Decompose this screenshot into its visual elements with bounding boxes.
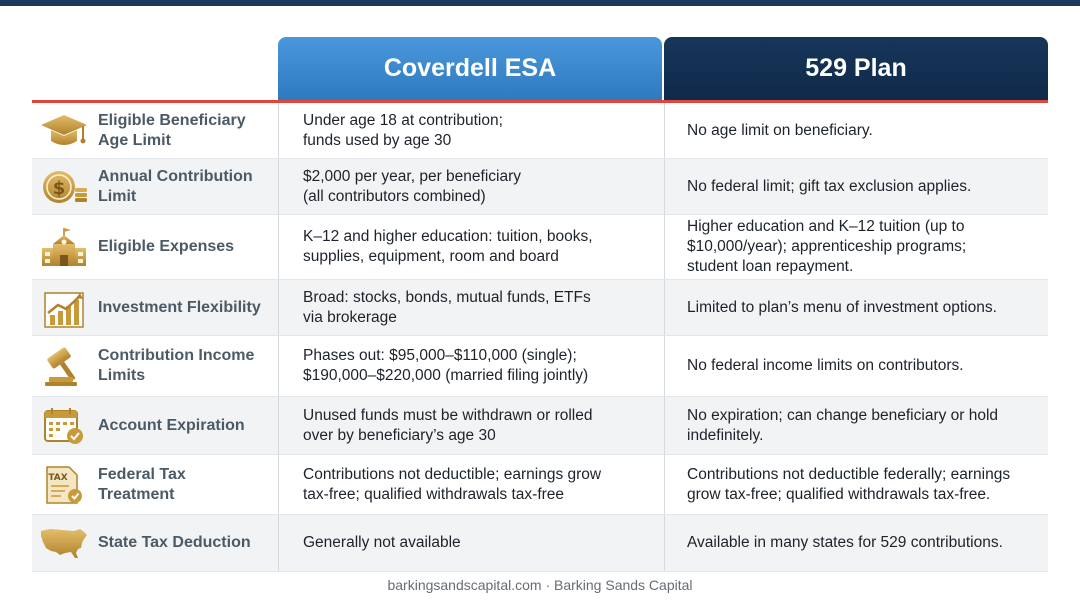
coverdell-value: K–12 and higher education: tuition, book… [303,228,593,265]
row-label: Contribution Income Limits [98,347,255,384]
table-row: State Tax Deduction Generally not availa… [32,515,1048,572]
coverdell-value: Contributions not deductible; earnings g… [303,465,602,503]
growth-chart-icon [38,286,90,330]
row-label: Account Expiration [98,416,245,434]
plan529-value: Available in many states for 529 contrib… [687,534,1003,551]
column-header-529: 529 Plan [664,37,1048,100]
plan529-value: Limited to plan’s menu of investment opt… [687,298,997,316]
plan529-value: No age limit on beneficiary. [687,121,873,139]
table-row: Eligible Expenses K–12 and higher educat… [32,215,1048,280]
footer-credit: barkingsandscapital.com · Barking Sands … [387,577,693,593]
table-row: $ Annual Contribution Limit $2,000 per y… [32,159,1048,215]
coins-icon: $ [38,165,90,209]
row-label: Annual Contribution Limit [98,167,253,205]
table-row: Contribution Income Limits Phases out: $… [32,336,1048,397]
row-label: Eligible Expenses [98,238,235,255]
plan529-value: Higher education and K–12 tuition (up to… [687,218,967,275]
comparison-table: Eligible Beneficiary Age Limit Under age… [32,103,1048,572]
column-header-coverdell: Coverdell ESA [278,37,662,100]
table-row: TAX Federal Tax Treatment Contributions … [32,455,1048,515]
row-label: Federal Tax Treatment [98,465,186,503]
usa-map-icon [38,521,90,565]
svg-text:$: $ [53,178,66,199]
row-label: Investment Flexibility [98,298,261,316]
top-bar [0,0,1080,6]
coverdell-value: Broad: stocks, bonds, mutual funds, ETFs… [303,288,591,326]
row-label: Eligible Beneficiary Age Limit [98,111,246,149]
header-divider [32,100,1048,103]
school-building-icon [38,225,90,269]
calendar-check-icon [38,404,90,448]
gavel-icon [38,344,90,388]
coverdell-value: Unused funds must be withdrawn or rolled… [303,406,593,444]
table-row: Investment Flexibility Broad: stocks, bo… [32,280,1048,336]
tax-icon-text: TAX [48,473,67,483]
plan529-value: No federal limit; gift tax exclusion app… [687,177,972,195]
tax-document-icon: TAX [38,463,90,507]
coverdell-value: Generally not available [303,534,461,551]
graduation-cap-icon [38,109,90,153]
coverdell-value: $2,000 per year, per beneficiary (all co… [303,167,521,205]
coverdell-value: Under age 18 at contribution; funds used… [303,111,503,149]
row-label: State Tax Deduction [98,534,251,551]
table-row: Eligible Beneficiary Age Limit Under age… [32,103,1048,159]
plan529-value: No expiration; can change beneficiary or… [687,406,999,444]
plan529-value: Contributions not deductible federally; … [687,465,1011,503]
table-row: Account Expiration Unused funds must be … [32,397,1048,455]
coverdell-value: Phases out: $95,000–$110,000 (single); $… [303,347,589,384]
plan529-value: No federal income limits on contributors… [687,357,964,374]
